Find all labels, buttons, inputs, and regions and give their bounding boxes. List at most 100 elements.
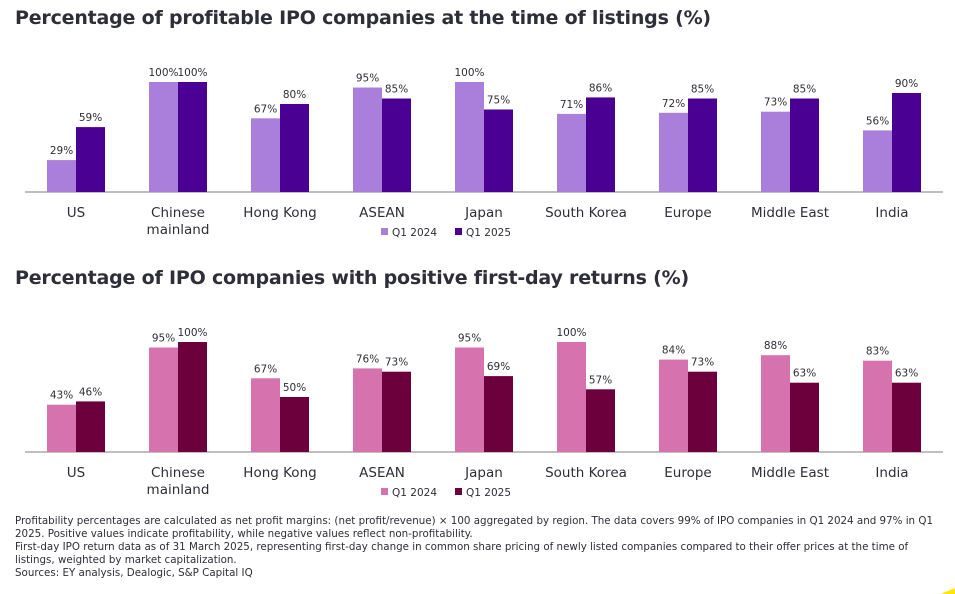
category-label-india: India bbox=[875, 205, 908, 221]
data-label-q1-2025-middle-east: 63% bbox=[793, 368, 816, 380]
bar-q1-2024-japan bbox=[455, 347, 484, 452]
category-label-south-korea: South Korea bbox=[545, 205, 627, 221]
bar-q1-2024-europe bbox=[659, 359, 688, 452]
data-label-q1-2025-japan: 75% bbox=[487, 95, 510, 107]
bar-q1-2025-us bbox=[76, 401, 105, 452]
bar-q1-2025-hong-kong bbox=[280, 397, 309, 452]
bar-q1-2024-south-korea bbox=[557, 113, 586, 192]
bar-q1-2024-south-korea bbox=[557, 342, 586, 452]
data-label-q1-2025-india: 63% bbox=[895, 368, 918, 380]
bar-q1-2025-japan bbox=[484, 109, 513, 192]
bar-q1-2025-india bbox=[892, 382, 921, 452]
bar-q1-2025-south-korea bbox=[586, 389, 615, 452]
brand-accent-mark bbox=[941, 588, 955, 594]
category-label-japan: Japan bbox=[464, 205, 503, 221]
bar-q1-2024-hong-kong bbox=[251, 118, 280, 192]
data-label-q1-2024-us: 29% bbox=[50, 145, 73, 157]
category-label-chinese-mainland: Chinese mainland bbox=[147, 205, 210, 238]
bar-q1-2024-middle-east bbox=[761, 355, 790, 452]
bar-q1-2024-india bbox=[863, 360, 892, 452]
data-label-q1-2025-europe: 85% bbox=[691, 84, 714, 96]
data-label-q1-2025-us: 59% bbox=[79, 112, 102, 124]
bar-q1-2025-south-korea bbox=[586, 97, 615, 192]
legend-label-q1-2024: Q1 2024 bbox=[392, 487, 437, 499]
bar-q1-2025-middle-east bbox=[790, 382, 819, 452]
data-label-q1-2024-india: 56% bbox=[866, 115, 889, 127]
data-label-q1-2025-asean: 85% bbox=[385, 84, 408, 96]
data-label-q1-2024-europe: 72% bbox=[662, 98, 685, 110]
footnotes: Profitability percentages are calculated… bbox=[15, 515, 945, 580]
legend-swatch-q1-2025 bbox=[455, 488, 462, 495]
data-label-q1-2025-hong-kong: 50% bbox=[283, 382, 306, 394]
bar-q1-2025-asean bbox=[382, 98, 411, 192]
data-label-q1-2025-asean: 73% bbox=[385, 357, 408, 369]
data-label-q1-2024-middle-east: 73% bbox=[764, 97, 787, 109]
bar-q1-2025-europe bbox=[688, 371, 717, 452]
category-label-asean: ASEAN bbox=[359, 205, 405, 221]
category-label-europe: Europe bbox=[664, 205, 711, 221]
footnote-sources: Sources: EY analysis, Dealogic, S&P Capi… bbox=[15, 567, 253, 579]
category-label-middle-east: Middle East bbox=[751, 205, 829, 221]
bar-q1-2025-us bbox=[76, 127, 105, 192]
data-label-q1-2025-middle-east: 85% bbox=[793, 84, 816, 96]
data-label-q1-2025-europe: 73% bbox=[691, 357, 714, 369]
category-label-hong-kong: Hong Kong bbox=[243, 465, 316, 481]
bar-q1-2024-asean bbox=[353, 368, 382, 452]
footnote-first-day-returns: First-day IPO return data as of 31 March… bbox=[15, 541, 909, 566]
bar-q1-2025-middle-east bbox=[790, 98, 819, 192]
bar-q1-2024-us bbox=[47, 160, 76, 192]
bar-q1-2024-europe bbox=[659, 112, 688, 192]
legend-label-q1-2024: Q1 2024 bbox=[392, 227, 437, 239]
data-label-q1-2024-hong-kong: 67% bbox=[254, 363, 277, 375]
legend-label-q1-2025: Q1 2025 bbox=[466, 487, 511, 499]
bar-q1-2024-middle-east bbox=[761, 111, 790, 192]
data-label-q1-2024-asean: 95% bbox=[356, 73, 379, 85]
category-label-europe: Europe bbox=[664, 465, 711, 481]
data-label-q1-2024-chinese-mainland: 100% bbox=[148, 67, 178, 79]
category-label-south-korea: South Korea bbox=[545, 465, 627, 481]
data-label-q1-2024-europe: 84% bbox=[662, 345, 685, 357]
bar-q1-2025-hong-kong bbox=[280, 104, 309, 192]
bar-q1-2024-asean bbox=[353, 87, 382, 192]
data-label-q1-2024-japan: 100% bbox=[454, 67, 484, 79]
data-label-q1-2025-us: 46% bbox=[79, 386, 102, 398]
category-label-japan: Japan bbox=[464, 465, 503, 481]
data-label-q1-2025-south-korea: 57% bbox=[589, 374, 612, 386]
bar-q1-2024-chinese-mainland bbox=[149, 82, 178, 192]
category-label-hong-kong: Hong Kong bbox=[243, 205, 316, 221]
bar-q1-2024-us bbox=[47, 404, 76, 452]
data-label-q1-2024-middle-east: 88% bbox=[764, 340, 787, 352]
bar-q1-2025-chinese-mainland bbox=[178, 82, 207, 192]
category-label-asean: ASEAN bbox=[359, 465, 405, 481]
category-label-us: US bbox=[67, 465, 85, 481]
bar-q1-2024-hong-kong bbox=[251, 378, 280, 452]
data-label-q1-2024-hong-kong: 67% bbox=[254, 103, 277, 115]
data-label-q1-2024-south-korea: 100% bbox=[556, 327, 586, 339]
data-label-q1-2024-india: 83% bbox=[866, 346, 889, 358]
legend-swatch-q1-2025 bbox=[455, 228, 462, 235]
bar-q1-2024-chinese-mainland bbox=[149, 347, 178, 452]
category-label-us: US bbox=[67, 205, 85, 221]
data-label-q1-2025-japan: 69% bbox=[487, 361, 510, 373]
data-label-q1-2024-chinese-mainland: 95% bbox=[152, 333, 175, 345]
category-label-india: India bbox=[875, 465, 908, 481]
legend-swatch-q1-2024 bbox=[381, 488, 388, 495]
bar-q1-2024-india bbox=[863, 130, 892, 192]
legend-label-q1-2025: Q1 2025 bbox=[466, 227, 511, 239]
bar-q1-2025-asean bbox=[382, 371, 411, 452]
data-label-q1-2025-chinese-mainland: 100% bbox=[177, 327, 207, 339]
data-label-q1-2025-chinese-mainland: 100% bbox=[177, 67, 207, 79]
category-label-middle-east: Middle East bbox=[751, 465, 829, 481]
category-label-chinese-mainland: Chinese mainland bbox=[147, 465, 210, 498]
bar-q1-2024-japan bbox=[455, 82, 484, 192]
data-label-q1-2025-south-korea: 86% bbox=[589, 82, 612, 94]
data-label-q1-2024-asean: 76% bbox=[356, 353, 379, 365]
chart-title-profitable-ipo: Percentage of profitable IPO companies a… bbox=[15, 7, 711, 29]
data-label-q1-2025-india: 90% bbox=[895, 78, 918, 90]
chart-title-first-day-returns: Percentage of IPO companies with positiv… bbox=[15, 267, 689, 289]
bar-q1-2025-europe bbox=[688, 98, 717, 192]
bar-q1-2025-japan bbox=[484, 376, 513, 452]
data-label-q1-2024-south-korea: 71% bbox=[560, 99, 583, 111]
